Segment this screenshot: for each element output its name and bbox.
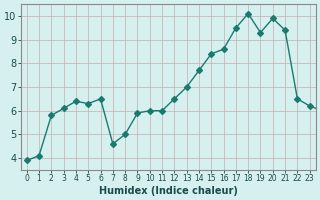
X-axis label: Humidex (Indice chaleur): Humidex (Indice chaleur): [99, 186, 238, 196]
